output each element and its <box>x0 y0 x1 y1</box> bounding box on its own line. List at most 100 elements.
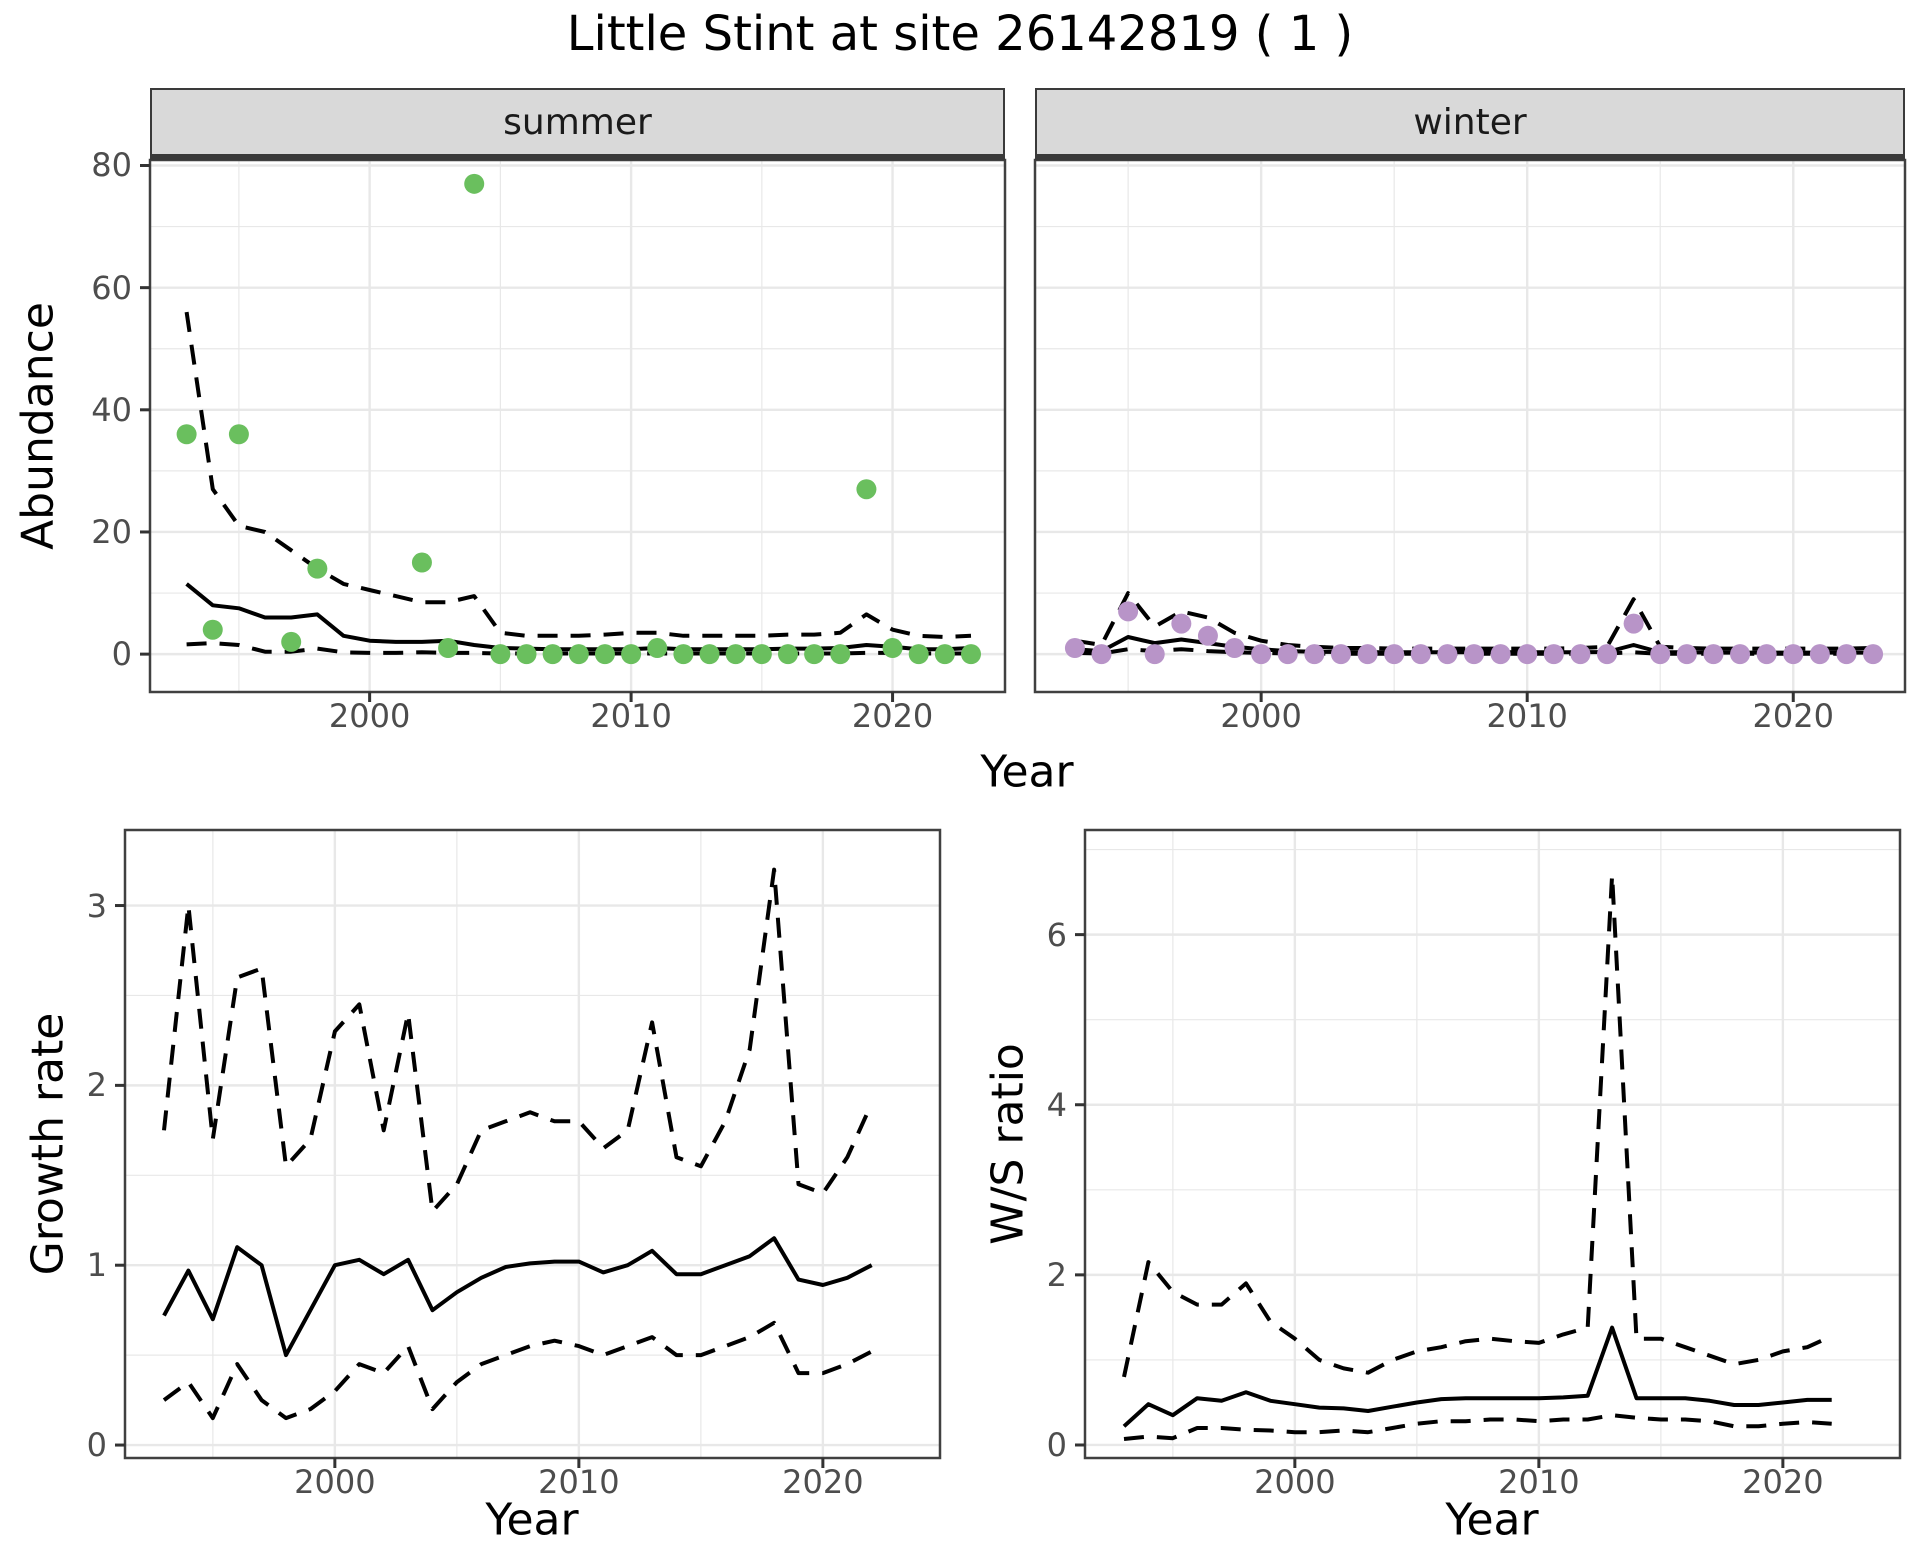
data-point <box>176 424 197 445</box>
data-point <box>594 644 615 665</box>
abundance-summer-points <box>176 173 982 665</box>
bottom-left-year-axis-title: Year <box>485 1494 579 1546</box>
data-point <box>542 644 563 665</box>
panel-ws-ratio <box>1075 828 1902 1468</box>
data-point <box>1783 644 1804 665</box>
figure-title: Little Stint at site 26142819 ( 1 ) <box>566 6 1354 62</box>
ws-ratio-axis-title: W/S ratio <box>982 1043 1034 1245</box>
data-point <box>725 644 746 665</box>
data-point <box>281 631 302 652</box>
data-point <box>1330 644 1351 665</box>
bottom-right-year-axis-title: Year <box>1445 1494 1539 1546</box>
panel-abundance-winter <box>1033 158 1907 702</box>
data-point <box>830 644 851 665</box>
y-tick-label: 0 <box>111 635 132 674</box>
data-point <box>228 424 249 445</box>
data-point <box>673 644 694 665</box>
data-point <box>516 644 537 665</box>
y-tick-label: 80 <box>91 146 132 185</box>
data-point <box>1597 644 1618 665</box>
data-point <box>411 552 432 573</box>
ws-ratio-upper-ci <box>1122 873 1833 1378</box>
data-point <box>1410 644 1431 665</box>
abundance-winter-points <box>1064 601 1884 665</box>
data-point <box>1570 644 1591 665</box>
x-tick-label: 2010 <box>1486 697 1568 735</box>
data-point <box>1277 644 1298 665</box>
data-point <box>1543 644 1564 665</box>
panel-border <box>148 158 1007 694</box>
panel-abundance-summer <box>140 158 1007 702</box>
y-tick-label: 1 <box>86 1246 107 1285</box>
x-tick-label: 2020 <box>851 697 934 735</box>
data-point <box>202 619 223 640</box>
data-point <box>568 644 589 665</box>
y-tick-label: 20 <box>91 512 132 551</box>
facet-strip-summer: summer <box>150 88 1005 160</box>
growth-rate-model-median <box>162 1236 873 1358</box>
x-tick-label: 2000 <box>328 697 411 735</box>
data-point <box>1357 644 1378 665</box>
data-point <box>1490 644 1511 665</box>
x-tick-label: 2000 <box>1254 1463 1336 1501</box>
data-point <box>1304 644 1325 665</box>
data-point <box>1650 644 1671 665</box>
facet-strip-winter: winter <box>1035 88 1905 160</box>
panel-border <box>1083 828 1902 1460</box>
y-tick-label: 3 <box>86 886 107 925</box>
top-year-axis-title: Year <box>980 746 1074 798</box>
data-point <box>1836 644 1857 665</box>
y-tick-label: 4 <box>1046 1085 1067 1124</box>
y-tick-label: 2 <box>1046 1255 1067 1294</box>
data-point <box>908 644 929 665</box>
x-tick-label: 2020 <box>1742 1463 1824 1501</box>
y-tick-label: 0 <box>1046 1425 1067 1464</box>
x-tick-label: 2000 <box>1220 697 1302 735</box>
x-tick-label: 2010 <box>538 1463 620 1501</box>
data-point <box>856 479 877 500</box>
facet-strip-winter-label: winter <box>1413 101 1527 143</box>
y-tick-label: 60 <box>91 268 132 307</box>
data-point <box>1517 644 1538 665</box>
ws-ratio-lower-ci <box>1123 1413 1832 1441</box>
panel-border <box>1033 158 1907 694</box>
data-point <box>1064 638 1085 659</box>
data-point <box>1623 613 1644 634</box>
x-tick-label: 2020 <box>782 1463 864 1501</box>
y-tick-label: 6 <box>1046 915 1067 954</box>
data-point <box>1703 644 1724 665</box>
panel-growth-rate <box>115 828 942 1468</box>
y-tick-label: 2 <box>86 1066 107 1105</box>
data-point <box>1463 644 1484 665</box>
data-point <box>699 644 720 665</box>
data-point <box>1224 638 1245 659</box>
data-point <box>621 644 642 665</box>
y-tick-label: 40 <box>91 390 132 429</box>
data-point <box>751 644 772 665</box>
data-point <box>1091 644 1112 665</box>
data-point <box>1437 644 1458 665</box>
growth-rate-lower-ci <box>162 1320 873 1421</box>
data-point <box>1197 625 1218 646</box>
data-point <box>1144 644 1165 665</box>
x-tick-label: 2000 <box>294 1463 376 1501</box>
y-tick-label: 0 <box>86 1426 107 1465</box>
data-point <box>882 638 903 659</box>
data-point <box>1251 644 1272 665</box>
data-point <box>961 644 982 665</box>
data-point <box>1384 644 1405 665</box>
data-point <box>647 638 668 659</box>
data-point <box>1756 644 1777 665</box>
growth-rate-axis-title: Growth rate <box>22 1012 74 1276</box>
data-point <box>490 644 511 665</box>
data-point <box>307 558 328 579</box>
data-point <box>777 644 798 665</box>
data-point <box>1118 601 1139 622</box>
x-tick-label: 2010 <box>590 697 672 735</box>
x-tick-label: 2020 <box>1752 697 1834 735</box>
data-point <box>1730 644 1751 665</box>
panel-border <box>123 828 942 1460</box>
data-point <box>804 644 825 665</box>
